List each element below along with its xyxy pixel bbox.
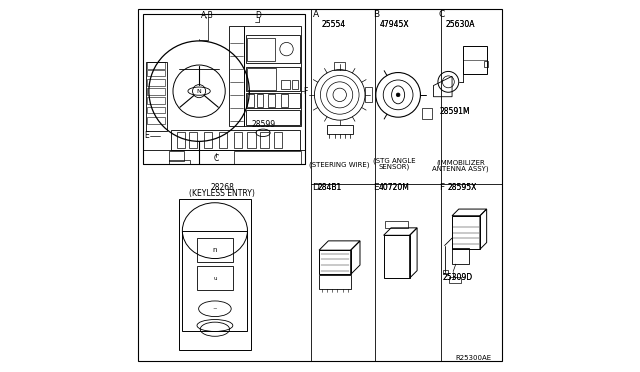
Bar: [422, 108, 431, 119]
Bar: [319, 275, 351, 289]
Bar: [179, 199, 251, 350]
Bar: [248, 132, 255, 148]
Text: 25630A: 25630A: [446, 20, 476, 29]
Bar: [197, 266, 233, 290]
Bar: [197, 238, 233, 262]
Bar: [170, 151, 184, 161]
Text: N: N: [196, 89, 202, 94]
Text: ANTENNA ASSY): ANTENNA ASSY): [432, 165, 489, 172]
Text: (STG ANGLE: (STG ANGLE: [373, 158, 416, 164]
Bar: [189, 132, 197, 148]
Text: u: u: [213, 276, 217, 281]
Text: ~: ~: [212, 306, 217, 311]
Text: C: C: [213, 154, 218, 163]
Bar: [248, 94, 254, 107]
Bar: [443, 270, 449, 274]
Text: R25300AE: R25300AE: [455, 355, 491, 361]
Bar: [182, 231, 248, 331]
Bar: [292, 80, 298, 89]
Bar: [246, 93, 300, 108]
Bar: [219, 132, 227, 148]
Bar: [246, 67, 300, 91]
Text: n: n: [212, 247, 217, 253]
Bar: [244, 26, 301, 126]
Bar: [484, 61, 488, 67]
Bar: [365, 87, 372, 102]
Bar: [177, 132, 185, 148]
Bar: [170, 160, 190, 164]
Bar: [319, 250, 351, 275]
Bar: [281, 80, 291, 89]
Text: F: F: [439, 183, 444, 192]
Text: B: B: [373, 10, 380, 19]
Text: E: E: [144, 131, 148, 140]
Text: 40720M: 40720M: [379, 183, 410, 192]
Text: A,B: A,B: [202, 11, 214, 20]
Text: 284B1: 284B1: [318, 183, 342, 192]
Text: 284B1: 284B1: [318, 183, 342, 192]
Bar: [246, 38, 275, 61]
Text: (STEERING WIRE): (STEERING WIRE): [310, 162, 370, 169]
Text: 25309D: 25309D: [443, 273, 473, 282]
Bar: [246, 35, 300, 63]
Bar: [463, 46, 488, 74]
Bar: [147, 117, 164, 124]
Text: A: A: [312, 10, 319, 19]
Text: 28591M: 28591M: [440, 107, 470, 116]
Bar: [147, 62, 164, 69]
Bar: [234, 151, 301, 164]
Bar: [383, 235, 410, 278]
Bar: [257, 94, 264, 107]
Bar: [234, 132, 242, 148]
Bar: [246, 110, 300, 125]
Text: 25309D: 25309D: [443, 273, 473, 282]
Bar: [281, 94, 287, 107]
Bar: [147, 97, 164, 104]
Bar: [334, 62, 346, 70]
Text: 28599: 28599: [251, 120, 275, 129]
Bar: [452, 216, 480, 249]
Text: (KEYLESS ENTRY): (KEYLESS ENTRY): [189, 189, 255, 198]
Bar: [147, 70, 164, 76]
Bar: [385, 221, 408, 228]
Bar: [449, 277, 461, 283]
Text: F: F: [303, 87, 308, 96]
Text: 25554: 25554: [322, 20, 346, 29]
Text: D: D: [312, 183, 319, 192]
Bar: [143, 14, 305, 164]
Bar: [204, 132, 212, 148]
Bar: [143, 150, 305, 164]
Text: 28595X: 28595X: [448, 183, 477, 192]
Bar: [326, 125, 353, 134]
Bar: [268, 94, 275, 107]
Text: 28591M: 28591M: [440, 107, 470, 116]
Bar: [452, 248, 468, 264]
Bar: [147, 62, 167, 131]
Text: SENSOR): SENSOR): [379, 163, 410, 170]
Circle shape: [396, 93, 400, 97]
Bar: [147, 79, 164, 86]
Text: 25554: 25554: [322, 20, 346, 29]
Bar: [246, 68, 276, 90]
Text: 40720M: 40720M: [379, 183, 410, 192]
Bar: [229, 26, 244, 126]
Text: E: E: [373, 183, 379, 192]
Bar: [260, 132, 269, 148]
Text: (IMMOBILIZER: (IMMOBILIZER: [436, 160, 485, 166]
Text: 28595X: 28595X: [448, 183, 477, 192]
Text: 47945X: 47945X: [380, 20, 409, 29]
Bar: [147, 107, 164, 113]
Text: 28268: 28268: [210, 183, 234, 192]
Text: 47945X: 47945X: [380, 20, 409, 29]
Text: C: C: [438, 10, 445, 19]
Bar: [273, 132, 282, 148]
Text: 25630A: 25630A: [446, 20, 476, 29]
Text: D: D: [256, 11, 262, 20]
Bar: [147, 88, 164, 95]
Bar: [172, 130, 300, 150]
